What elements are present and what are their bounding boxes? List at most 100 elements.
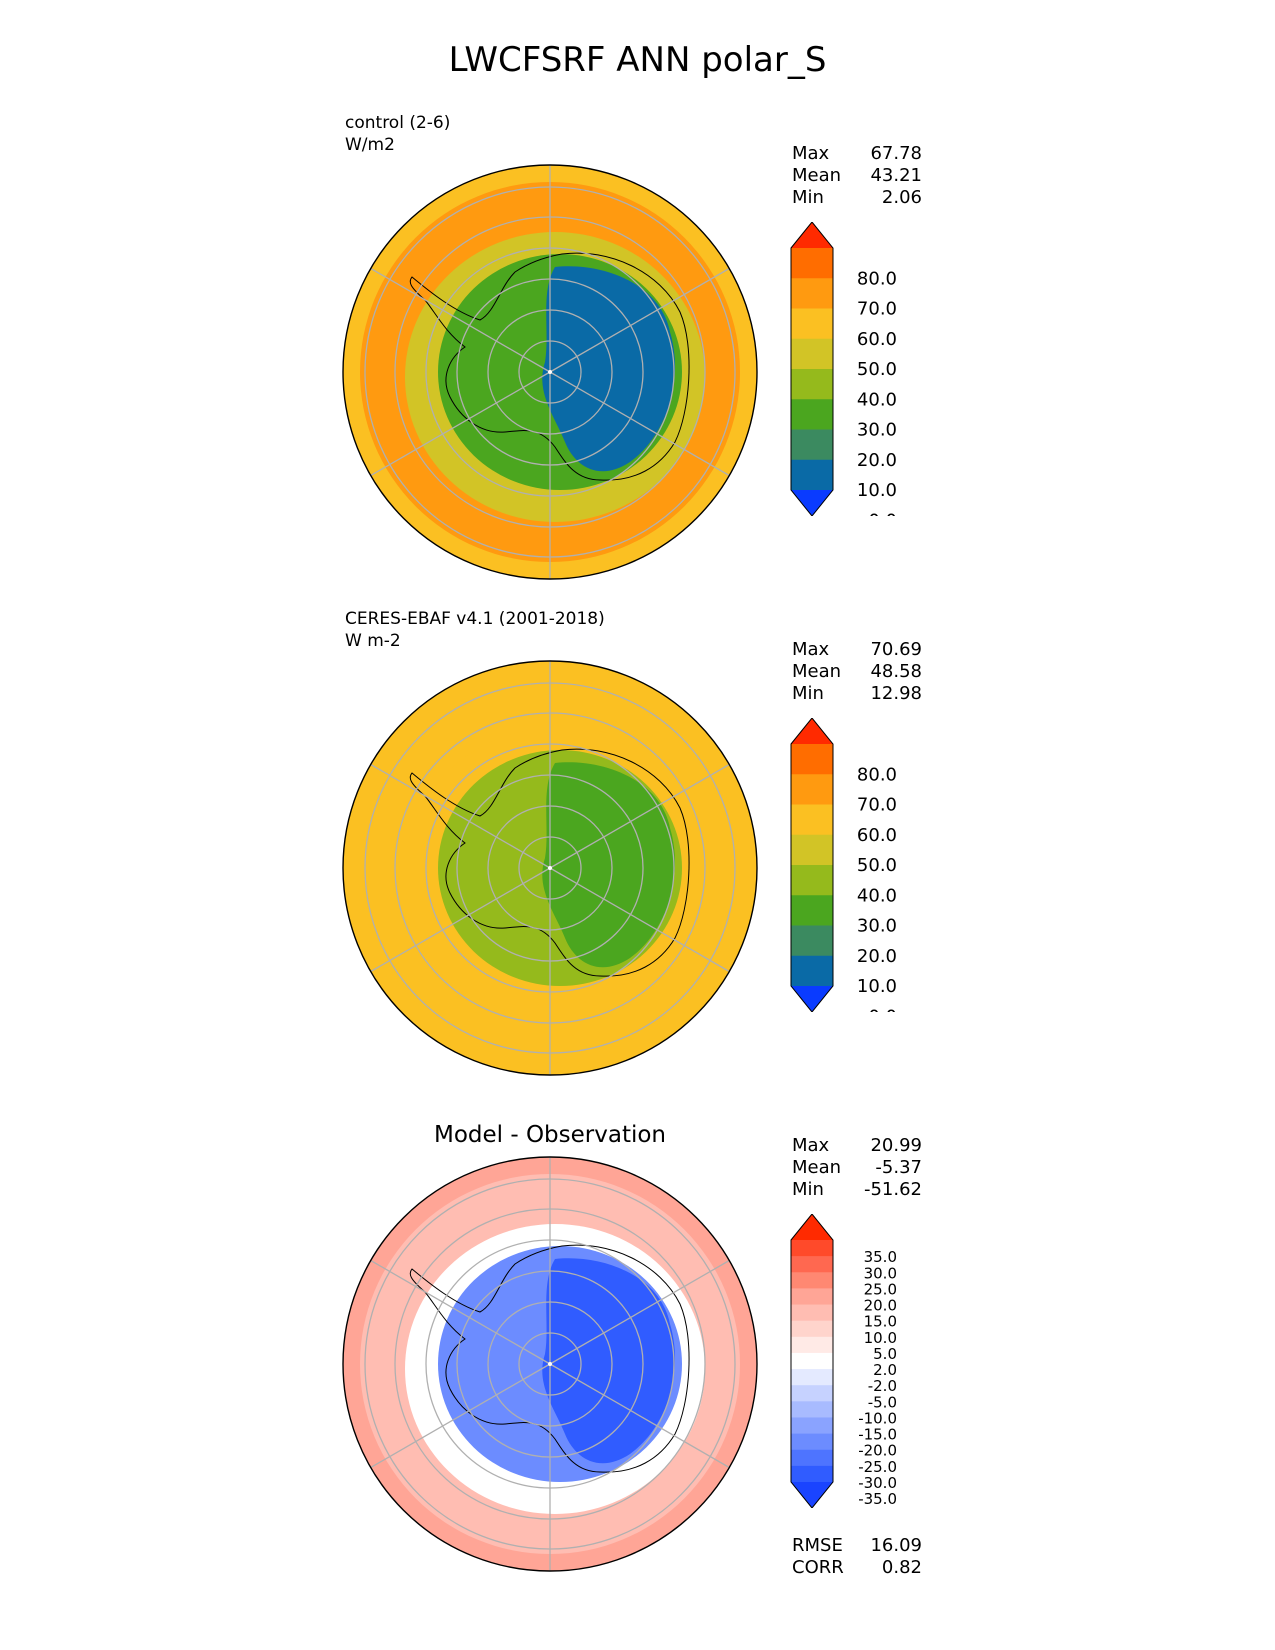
colorbar-segment <box>791 1449 833 1467</box>
colorbar-tick-label: -10.0 <box>858 1409 897 1427</box>
stat-value: 67.78 <box>870 143 922 164</box>
colorbar-tick-label: 10.0 <box>864 1329 897 1347</box>
colorbar-extend-bottom <box>791 490 833 516</box>
panel-label-case: control (2-6) <box>345 113 451 133</box>
stat-value: 70.69 <box>870 639 922 660</box>
stat-name: Mean <box>792 661 842 682</box>
colorbar-extend-top <box>791 1214 833 1240</box>
colorbar-tick-label: -2.0 <box>868 1377 897 1395</box>
colorbar-tick-label: 80.0 <box>857 268 897 289</box>
colorbar-segment <box>791 865 833 896</box>
stat-value: 20.99 <box>870 1135 922 1156</box>
panel-title: Model - Observation <box>433 1122 667 1148</box>
colorbar-extend-top <box>791 222 833 248</box>
pole-marker <box>548 866 552 870</box>
panel-label: control (2-6) W/m2 <box>345 112 450 156</box>
meridian-line <box>370 1259 551 1365</box>
stat-name: Mean <box>792 165 842 186</box>
polar-map <box>342 164 758 580</box>
figure-title: LWCFSRF ANN polar_S <box>448 40 827 80</box>
colorbar-segment <box>791 1304 833 1322</box>
stat-value: 43.21 <box>870 165 922 186</box>
stat-name: Max <box>792 143 830 164</box>
stats-block: Max 20.99 Mean -5.37 Min -51.62 <box>792 1135 922 1201</box>
colorbar-outline <box>790 718 834 1012</box>
meridian-line <box>549 1363 730 1469</box>
colorbar-extend-bottom <box>791 986 833 1012</box>
colorbar-tick-label: 70.0 <box>857 299 897 320</box>
colorbar-segment <box>791 895 833 926</box>
stat-name: Max <box>792 1135 830 1156</box>
colorbar-tick-label: -5.0 <box>868 1393 897 1411</box>
colorbar-segment <box>791 1465 833 1483</box>
colorbar-tick-label: 0.0 <box>868 1006 897 1012</box>
colorbar: 35.030.025.020.015.010.05.02.0-2.0-5.0-1… <box>790 1214 897 1508</box>
colorbar-tick-label: 0.0 <box>868 510 897 516</box>
colorbar-tick-label: 80.0 <box>857 764 897 785</box>
colorbar-segment <box>791 1433 833 1451</box>
stat-value: 16.09 <box>870 1535 922 1556</box>
colorbar-segment <box>791 338 833 370</box>
field-core <box>542 1258 676 1464</box>
colorbar-tick-label: 20.0 <box>857 946 897 967</box>
colorbar-tick-label: 70.0 <box>857 795 897 816</box>
map-boundary <box>342 164 758 580</box>
stat-name: RMSE <box>792 1535 843 1556</box>
coastline <box>409 748 690 977</box>
colorbar-outline <box>790 222 834 516</box>
colorbar-segment <box>791 278 833 309</box>
panel-label-units: W m-2 <box>345 631 401 651</box>
colorbar-segment <box>791 1352 833 1370</box>
polar-map <box>342 660 758 1076</box>
colorbar-tick-label: 50.0 <box>857 855 897 876</box>
colorbar-tick-label: 15.0 <box>864 1313 897 1331</box>
colorbar-tick-label: 40.0 <box>857 389 897 410</box>
colorbar-segment <box>791 429 833 461</box>
colorbar-tick-label: 60.0 <box>857 329 897 350</box>
colorbar-segment <box>791 399 833 430</box>
stat-name: Max <box>792 639 830 660</box>
colorbar-tick-label: 40.0 <box>857 885 897 906</box>
meridian-line <box>549 763 730 869</box>
colorbar-segment <box>791 369 833 400</box>
colorbar-segment <box>791 1385 833 1402</box>
meridian-line <box>549 267 730 373</box>
colorbar-segment <box>791 804 833 836</box>
stat-name: Mean <box>792 1157 842 1178</box>
colorbar-segment <box>791 955 833 987</box>
stat-value: 12.98 <box>870 683 922 704</box>
meridian-line <box>549 1259 730 1365</box>
meridian-line <box>370 1363 551 1469</box>
polar-map <box>342 1156 758 1572</box>
meridian-line <box>549 371 730 477</box>
stat-value: 2.06 <box>881 187 922 208</box>
stats-block: Max 67.78 Mean 43.21 Min 2.06 <box>792 143 922 209</box>
colorbar-segment <box>791 744 833 775</box>
coastline <box>409 1244 690 1473</box>
meridian-line <box>370 267 551 373</box>
colorbar-tick-label: 30.0 <box>864 1264 897 1282</box>
colorbar-tick-label: 30.0 <box>857 420 897 441</box>
colorbar-tick-label: 5.0 <box>873 1345 897 1363</box>
panel-label-units: W/m2 <box>345 135 395 155</box>
colorbar-tick-label: 10.0 <box>857 976 897 997</box>
map-boundary <box>342 1156 758 1572</box>
colorbar-extend-top <box>791 718 833 744</box>
colorbar-tick-label: 50.0 <box>857 359 897 380</box>
pole-marker <box>548 370 552 374</box>
colorbar-segment <box>791 1320 833 1338</box>
meridian-line <box>370 867 551 973</box>
colorbar-segment <box>791 1401 833 1418</box>
colorbar-segment <box>791 834 833 866</box>
pole-marker <box>548 1362 552 1366</box>
colorbar: 80.0 70.0 60.0 50.0 40.0 30.0 20.0 10.0 0.0 <box>790 222 897 516</box>
colorbar-segment <box>791 1336 833 1354</box>
stat-value: -5.37 <box>875 1157 922 1178</box>
stat-value: 0.82 <box>881 1557 922 1578</box>
stat-name: CORR <box>792 1557 844 1578</box>
colorbar-tick-label: 25.0 <box>864 1280 897 1298</box>
coastline <box>409 252 690 481</box>
stat-value: -51.62 <box>863 1179 922 1200</box>
colorbar-tick-label: 10.0 <box>857 480 897 501</box>
stats-block: Max 70.69 Mean 48.58 Min 12.98 <box>792 639 922 705</box>
